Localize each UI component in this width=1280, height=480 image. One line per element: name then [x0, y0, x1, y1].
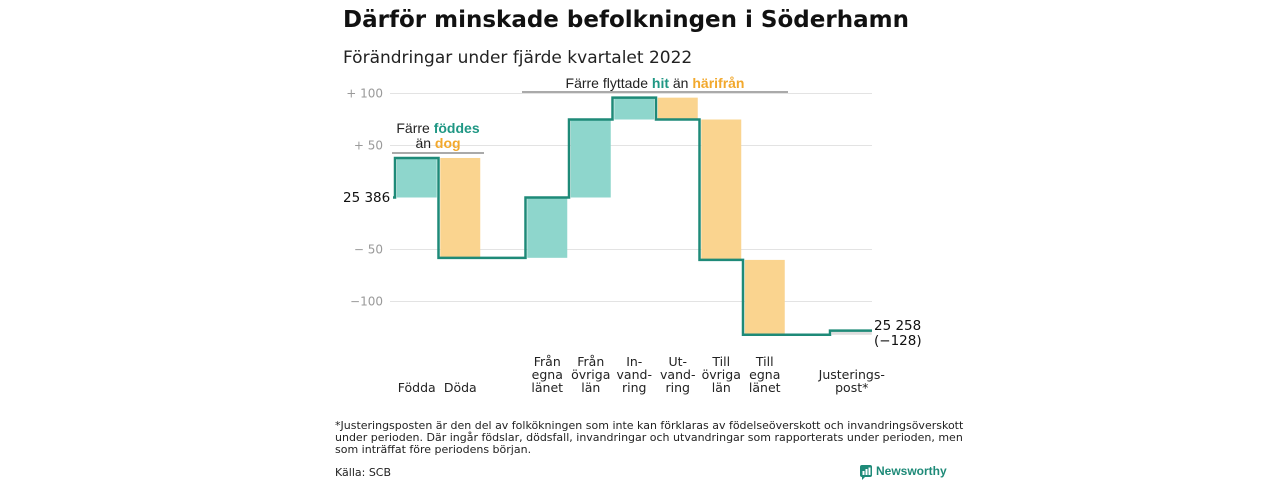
category-label-till_ovriga: län	[712, 380, 731, 395]
chart-subtitle: Förändringar under fjärde kvartalet 2022	[343, 48, 692, 68]
chart-title: Därför minskade befolkningen i Söderhamn	[343, 7, 909, 33]
bar-fodda	[396, 157, 437, 198]
category-label-justering: post*	[835, 380, 868, 395]
category-label-justering: Justerings-	[818, 367, 885, 382]
footnote-line-3: som inträffat före periodens början.	[335, 443, 531, 456]
bar-justering	[831, 330, 872, 335]
annotation-births_deaths-line: än dog	[415, 135, 460, 151]
bar-invandring	[614, 97, 655, 120]
category-label-till_egna: Till	[755, 354, 774, 369]
category-label-till_egna: egna	[749, 367, 780, 382]
category-label-invandring: vand-	[617, 367, 652, 382]
category-label-fran_egna: Från	[534, 354, 561, 369]
annotation-migration-line: Färre flyttade hit än härifrån	[566, 75, 745, 91]
end-change-label: (−128)	[874, 333, 922, 349]
newsworthy-logo: Newsworthy	[860, 464, 947, 480]
y-tick-label: + 100	[346, 87, 383, 101]
category-label-fran_egna: länet	[531, 380, 563, 395]
annotation-births_deaths-line: Färre föddes	[396, 120, 479, 136]
category-label-till_ovriga: Till	[711, 354, 730, 369]
annotation-migration-part: än	[669, 75, 692, 91]
newsworthy-logo-text: Newsworthy	[876, 464, 947, 478]
start-value-label: 25 386	[343, 190, 390, 206]
bar-till_egna	[744, 259, 785, 335]
category-label-doda: Döda	[444, 380, 477, 395]
annotation-births_deaths-part: än	[415, 135, 434, 151]
category-label-utvandring: ring	[666, 380, 690, 395]
category-label-fran_egna: egna	[532, 367, 563, 382]
category-label-fran_ovriga: övriga	[571, 367, 610, 382]
annotation-births_deaths-part: Färre	[396, 120, 433, 136]
source-label: Källa: SCB	[335, 466, 391, 479]
end-value-label: 25 258	[874, 318, 921, 334]
y-tick-label: − 50	[354, 243, 383, 257]
y-tick-label: −100	[350, 295, 383, 309]
annotation-migration-part: hit	[652, 75, 669, 91]
bar-doda	[440, 157, 481, 258]
cumulative-step-line	[393, 96, 872, 337]
bars	[396, 97, 872, 335]
annotation-migration-part: härifrån	[692, 75, 744, 91]
category-labels: Födda DödaFrånegnalänetFrånövrigalänIn-va…	[398, 354, 885, 395]
annotation-births_deaths-part: föddes	[434, 120, 480, 136]
bar-utvandring	[657, 97, 698, 120]
footnote-line-1: *Justeringsposten är den del av folkökni…	[335, 419, 964, 432]
category-label-till_egna: länet	[749, 380, 781, 395]
bar-fran_egna	[527, 197, 568, 258]
category-label-till_ovriga: övriga	[702, 367, 741, 382]
newsworthy-logo-icon	[860, 465, 872, 480]
annotation-migration-part: Färre flyttade	[566, 75, 652, 91]
cumulative-line	[393, 96, 872, 337]
category-label-fran_ovriga: Från	[577, 354, 604, 369]
y-tick-label: + 50	[354, 139, 383, 153]
category-label-utvandring: Ut-	[668, 354, 687, 369]
category-label-fran_ovriga: län	[581, 380, 600, 395]
category-label-fodda: Födda	[398, 380, 436, 395]
footnote-line-2: under perioden. Där ingår födslar, dödsf…	[335, 431, 963, 444]
category-label-invandring: In-	[626, 354, 642, 369]
y-axis-ticks: + 100 + 50 − 50 −100	[346, 87, 383, 309]
category-label-invandring: ring	[622, 380, 646, 395]
category-label-utvandring: vand-	[660, 367, 695, 382]
bar-till_ovriga	[701, 119, 742, 260]
annotation-births_deaths-part: dog	[435, 135, 461, 151]
bar-fran_ovriga	[570, 119, 611, 198]
